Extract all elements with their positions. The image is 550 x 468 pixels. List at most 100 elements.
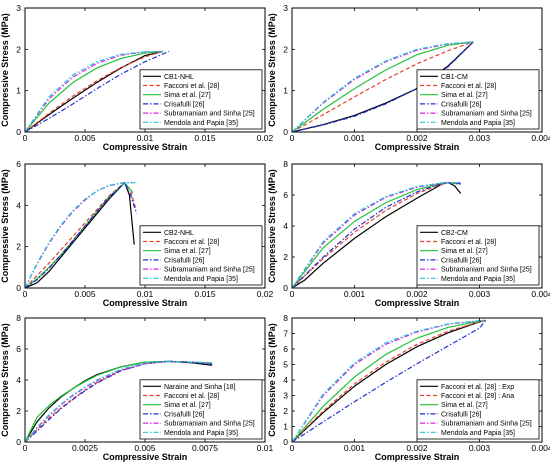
x-axis-title: Compressive Strain xyxy=(103,298,188,308)
legend-label: Crisafulli [26] xyxy=(441,411,482,418)
chart-panel-3: 0 0.005 0.01 0.015 0.02 0 2 4 6 Compressive Strai… xyxy=(0,159,274,308)
x-tick-label: 0.015 xyxy=(194,289,216,299)
x-tick-label: 0 xyxy=(290,289,295,299)
series-group xyxy=(292,181,462,288)
legend-label: Naraine and Sinha [18] xyxy=(164,384,236,391)
x-tick-label: 0.004 xyxy=(531,289,550,299)
x-tick-label: 0.01 xyxy=(257,443,274,453)
series-line-6 xyxy=(292,319,486,442)
y-tick-label: 0 xyxy=(16,437,21,447)
legend-label: Crisafulli [26] xyxy=(164,257,205,264)
y-tick-label: 3 xyxy=(16,3,21,13)
legend-label: Sima et al. [27] xyxy=(164,92,211,99)
legend-label: Subramaniam and Sinha [25] xyxy=(441,111,532,118)
x-tick-label: 0.005 xyxy=(74,289,96,299)
legend-label: Facconi et al. [28] : Ana xyxy=(441,393,514,400)
x-tick-label: 0.003 xyxy=(469,289,491,299)
legend-label: Sima et al. [27] xyxy=(441,402,488,409)
legend-label: Mendola and Papia [35] xyxy=(441,430,515,437)
y-tick-label: 1 xyxy=(16,86,21,96)
x-tick-label: 0 xyxy=(290,133,295,143)
series-line-1 xyxy=(292,181,462,288)
legend: CB2-NHL Facconi et al. [28] Sima et al. [2… xyxy=(139,225,263,286)
series-line-3 xyxy=(292,319,486,442)
y-tick-label: 2 xyxy=(16,242,21,252)
x-tick-label: 0.01 xyxy=(137,133,154,143)
legend: Naraine and Sinha [18] Facconi et al. [28… xyxy=(139,379,263,440)
legend: CB1-NHL Facconi et al. [28] Sima et al. [2… xyxy=(139,69,263,130)
series-line-5 xyxy=(292,319,486,442)
legend-label: Sima et al. [27] xyxy=(164,248,211,255)
series-line-1 xyxy=(25,181,135,288)
chart-panel-4: 0 0.001 0.002 0.003 0.004 0 2 4 6 8 Compressive St… xyxy=(267,159,550,308)
series-line-3 xyxy=(25,50,164,132)
legend-label: Crisafulli [26] xyxy=(164,411,205,418)
legend-label: Facconi et al. [28] xyxy=(441,239,496,246)
series-group xyxy=(25,360,213,442)
y-axis-title: Compressive Stress (MPa) xyxy=(0,169,10,283)
x-tick-label: 0.0025 xyxy=(72,443,98,453)
y-tick-label: 2 xyxy=(283,252,288,262)
chart-panel-5: 0 0.0025 0.005 0.0075 0.01 0 2 4 6 8 Compressive S… xyxy=(0,313,274,462)
x-tick-label: 0 xyxy=(290,443,295,453)
y-axis-title: Compressive Stress (MPa) xyxy=(0,323,10,437)
legend-label: Crisafulli [26] xyxy=(164,101,205,108)
y-tick-label: 2 xyxy=(16,406,21,416)
series-line-3 xyxy=(25,360,213,442)
x-tick-label: 0.001 xyxy=(344,443,366,453)
x-tick-label: 0.003 xyxy=(469,443,491,453)
legend-label: Facconi et al. [28] xyxy=(164,239,219,246)
series-line-6 xyxy=(25,182,137,288)
y-tick-label: 3 xyxy=(283,391,288,401)
y-tick-label: 8 xyxy=(283,313,288,323)
x-axis-title: Compressive Strain xyxy=(375,452,460,462)
legend-label: Facconi et al. [28] xyxy=(164,393,219,400)
x-tick-label: 0.002 xyxy=(406,443,428,453)
y-tick-label: 2 xyxy=(283,44,288,54)
legend-box xyxy=(139,225,263,286)
y-tick-label: 4 xyxy=(283,221,288,231)
y-tick-label: 4 xyxy=(16,375,21,385)
x-tick-label: 0.0075 xyxy=(192,443,218,453)
y-tick-label: 8 xyxy=(283,159,288,169)
legend-label: Facconi et al. [28] xyxy=(164,83,219,90)
y-tick-label: 6 xyxy=(283,344,288,354)
x-tick-label: 0.015 xyxy=(194,133,216,143)
series-line-6 xyxy=(25,50,164,132)
y-axis-title: Compressive Stress (MPa) xyxy=(0,13,10,127)
y-tick-label: 4 xyxy=(283,375,288,385)
x-tick-label: 0 xyxy=(23,443,28,453)
legend-box xyxy=(416,69,540,130)
y-tick-label: 0 xyxy=(283,283,288,293)
legend: Facconi et al. [28] : Exp Facconi et al. … xyxy=(416,379,540,440)
legend-label: Mendola and Papia [35] xyxy=(441,276,515,283)
series-line-6 xyxy=(292,41,474,132)
series-group xyxy=(292,41,474,132)
series-line-4 xyxy=(25,360,213,442)
y-tick-label: 0 xyxy=(283,437,288,447)
legend-label: Subramaniam and Sinha [25] xyxy=(164,421,255,428)
x-tick-label: 0.02 xyxy=(257,289,274,299)
x-tick-label: 0.002 xyxy=(406,133,428,143)
legend-label: CB2-NHL xyxy=(164,230,194,237)
legend-label: Sima et al. [27] xyxy=(441,92,488,99)
x-tick-label: 0.005 xyxy=(74,133,96,143)
series-line-2 xyxy=(25,181,136,288)
legend-label: Mendola and Papia [35] xyxy=(164,120,238,127)
x-tick-label: 0.02 xyxy=(257,133,274,143)
series-group xyxy=(25,181,138,288)
y-tick-label: 1 xyxy=(283,86,288,96)
x-axis-title: Compressive Strain xyxy=(375,298,460,308)
series-line-3 xyxy=(292,41,474,132)
legend-label: Subramaniam and Sinha [25] xyxy=(441,267,532,274)
series-line-2 xyxy=(25,360,213,442)
y-tick-label: 7 xyxy=(283,329,288,339)
legend-label: Subramaniam and Sinha [25] xyxy=(164,267,255,274)
series-group xyxy=(292,319,487,442)
legend-label: Mendola and Papia [35] xyxy=(164,276,238,283)
series-line-6 xyxy=(25,360,213,442)
y-tick-label: 6 xyxy=(16,344,21,354)
legend-label: Crisafulli [26] xyxy=(441,257,482,264)
series-line-4 xyxy=(292,41,474,132)
y-tick-label: 2 xyxy=(16,44,21,54)
